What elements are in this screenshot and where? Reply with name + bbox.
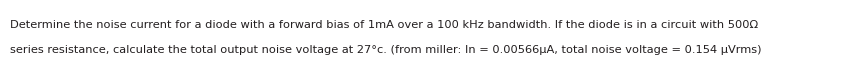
- Text: Determine the noise current for a diode with a forward bias of 1mA over a 100 kH: Determine the noise current for a diode …: [10, 20, 758, 30]
- Text: series resistance, calculate the total output noise voltage at 27°c. (from mille: series resistance, calculate the total o…: [10, 45, 761, 55]
